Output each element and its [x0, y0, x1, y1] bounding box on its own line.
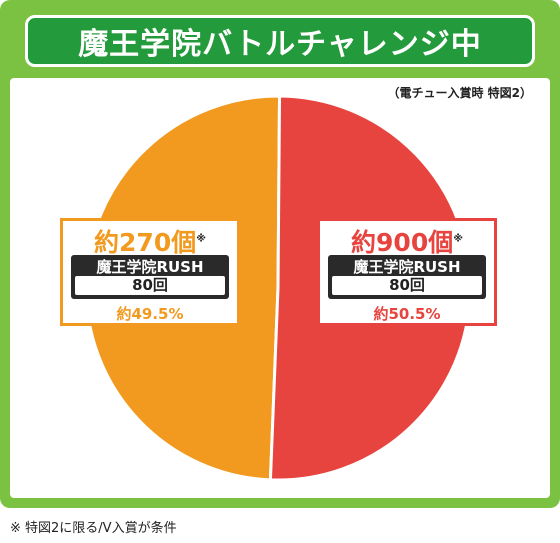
slice-label-270: 約270個※ 魔王学院RUSH 80回 約49.5%	[60, 218, 240, 326]
rush-count: 80回	[332, 276, 482, 295]
slice-percent: 約49.5%	[116, 305, 184, 323]
rush-box: 魔王学院RUSH 80回	[328, 255, 486, 299]
rush-name: 魔王学院RUSH	[96, 258, 204, 276]
condition-note: （電チュー入賞時 特図2）	[387, 86, 532, 100]
footnote: ※ 特図2に限る/V入賞が条件	[10, 521, 177, 536]
slice-percent: 約50.5%	[373, 305, 441, 323]
payout-label: 約270個※	[94, 228, 206, 257]
rush-count: 80回	[75, 276, 225, 295]
rush-box: 魔王学院RUSH 80回	[71, 255, 229, 299]
rush-name: 魔王学院RUSH	[353, 258, 461, 276]
payout-label: 約900個※	[351, 228, 463, 257]
slice-label-900: 約900個※ 魔王学院RUSH 80回 約50.5%	[317, 218, 497, 326]
chart-title: 魔王学院バトルチャレンジ中	[25, 15, 535, 67]
